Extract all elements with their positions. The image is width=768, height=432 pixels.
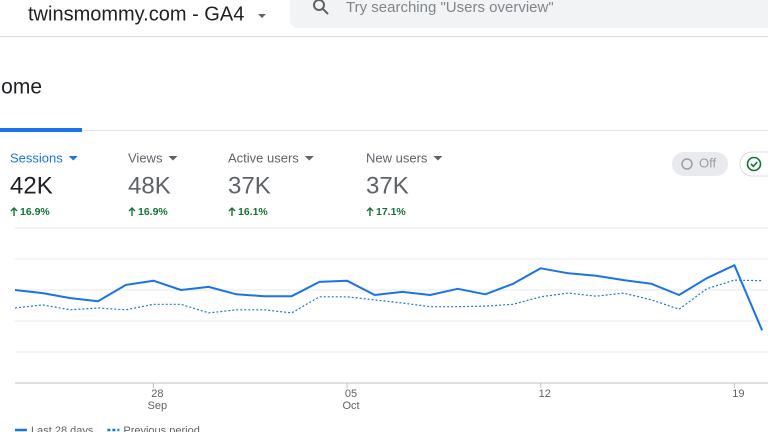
up-arrow-icon bbox=[366, 207, 374, 216]
up-arrow-icon bbox=[128, 207, 136, 216]
metric-value: 48K bbox=[128, 172, 171, 199]
legend-label: Previous period bbox=[123, 425, 199, 432]
x-tick-label: 28 bbox=[151, 388, 163, 400]
metric-value: 37K bbox=[366, 172, 409, 199]
toggle-icon bbox=[681, 158, 693, 170]
metric-label[interactable]: Views bbox=[128, 150, 163, 165]
search-placeholder[interactable]: Try searching "Users overview" bbox=[346, 0, 554, 16]
metric-change: 17.1% bbox=[376, 206, 406, 218]
metric-value: 42K bbox=[10, 172, 53, 199]
x-tick-label: 19 bbox=[732, 388, 744, 400]
property-name[interactable]: twinsmommy.com - GA4 bbox=[28, 3, 244, 25]
metric-label[interactable]: Sessions bbox=[10, 150, 63, 165]
metric-value: 37K bbox=[228, 172, 271, 199]
x-tick-label: 05 bbox=[345, 388, 357, 400]
status-button[interactable] bbox=[739, 151, 768, 177]
legend-label: Last 28 days bbox=[31, 425, 94, 432]
metric-cards: Sessions 42K 16.9% Views 48K 16.9% Active user… bbox=[10, 150, 443, 218]
property-dropdown-icon[interactable] bbox=[258, 14, 266, 18]
toggle-label[interactable]: Off bbox=[699, 155, 716, 170]
check-mark bbox=[750, 161, 758, 168]
metric-label[interactable]: Active users bbox=[228, 150, 299, 165]
metric-dropdown-icon bbox=[433, 156, 443, 161]
x-tick-month-label: Oct bbox=[342, 400, 359, 412]
search-icon-handle bbox=[322, 8, 329, 15]
x-tick-month-label: Sep bbox=[148, 400, 168, 412]
metric-dropdown-icon bbox=[304, 156, 314, 161]
x-tick-label: 12 bbox=[539, 388, 551, 400]
metric-label[interactable]: New users bbox=[366, 150, 428, 165]
up-arrow-icon bbox=[228, 207, 236, 216]
current-period-line bbox=[14, 264, 764, 331]
search-icon bbox=[313, 0, 325, 11]
metric-dropdown-icon bbox=[68, 156, 78, 161]
page-title: Home bbox=[0, 76, 42, 99]
up-arrow-icon bbox=[10, 207, 18, 216]
metric-change: 16.9% bbox=[20, 206, 50, 218]
metric-dropdown-icon bbox=[168, 156, 178, 161]
check-icon bbox=[746, 156, 762, 172]
selected-tab-indicator bbox=[0, 128, 82, 132]
compare-toggle[interactable] bbox=[672, 152, 728, 176]
metric-change: 16.1% bbox=[238, 206, 268, 218]
previous-period-line bbox=[14, 279, 763, 314]
metric-change: 16.9% bbox=[138, 206, 168, 218]
search-box[interactable] bbox=[290, 0, 768, 28]
